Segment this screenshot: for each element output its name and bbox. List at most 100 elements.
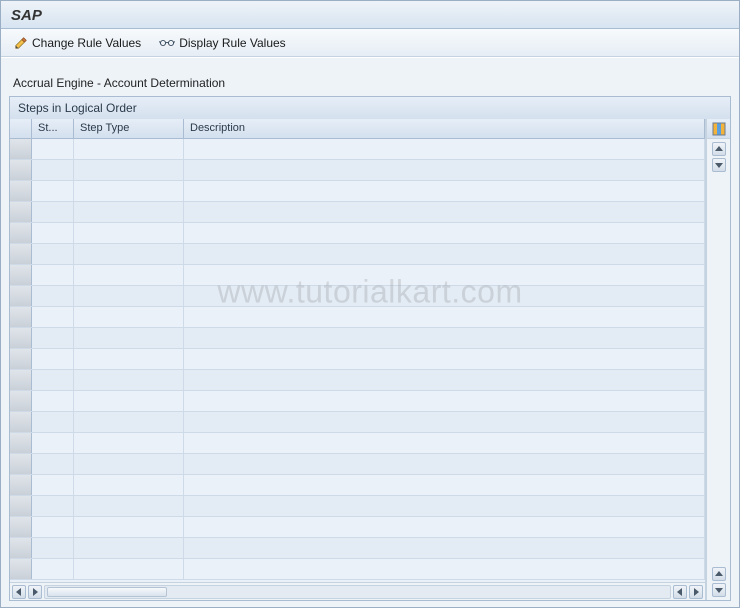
row-selector[interactable] — [10, 223, 32, 243]
cell-step[interactable] — [32, 412, 74, 432]
table-row[interactable] — [10, 349, 705, 370]
row-selector[interactable] — [10, 244, 32, 264]
cell-description[interactable] — [184, 433, 705, 453]
cell-step[interactable] — [32, 538, 74, 558]
row-selector[interactable] — [10, 454, 32, 474]
cell-step-type[interactable] — [74, 391, 184, 411]
cell-step[interactable] — [32, 349, 74, 369]
cell-description[interactable] — [184, 517, 705, 537]
cell-step[interactable] — [32, 202, 74, 222]
cell-step-type[interactable] — [74, 349, 184, 369]
cell-step-type[interactable] — [74, 496, 184, 516]
hscroll-right-button-2[interactable] — [689, 585, 703, 599]
cell-step-type[interactable] — [74, 244, 184, 264]
cell-step[interactable] — [32, 517, 74, 537]
cell-description[interactable] — [184, 454, 705, 474]
vscroll-up-button[interactable] — [712, 142, 726, 156]
table-row[interactable] — [10, 517, 705, 538]
cell-description[interactable] — [184, 475, 705, 495]
row-selector[interactable] — [10, 349, 32, 369]
cell-description[interactable] — [184, 286, 705, 306]
display-rule-values-button[interactable]: Display Rule Values — [152, 33, 293, 53]
cell-step[interactable] — [32, 286, 74, 306]
cell-step-type[interactable] — [74, 412, 184, 432]
cell-step-type[interactable] — [74, 202, 184, 222]
vscroll-down-button-2[interactable] — [712, 583, 726, 597]
cell-description[interactable] — [184, 181, 705, 201]
cell-description[interactable] — [184, 370, 705, 390]
vscroll-down-button[interactable] — [712, 158, 726, 172]
col-header-step[interactable]: St... — [32, 119, 74, 138]
cell-step[interactable] — [32, 160, 74, 180]
row-selector[interactable] — [10, 139, 32, 159]
table-row[interactable] — [10, 181, 705, 202]
cell-description[interactable] — [184, 307, 705, 327]
row-selector[interactable] — [10, 517, 32, 537]
change-rule-values-button[interactable]: Change Rule Values — [7, 33, 148, 53]
row-selector[interactable] — [10, 328, 32, 348]
col-header-step-type[interactable]: Step Type — [74, 119, 184, 138]
cell-description[interactable] — [184, 496, 705, 516]
table-row[interactable] — [10, 433, 705, 454]
cell-step[interactable] — [32, 370, 74, 390]
row-selector[interactable] — [10, 370, 32, 390]
hscroll-left-button[interactable] — [12, 585, 26, 599]
table-row[interactable] — [10, 286, 705, 307]
cell-step-type[interactable] — [74, 475, 184, 495]
table-row[interactable] — [10, 244, 705, 265]
table-row[interactable] — [10, 496, 705, 517]
cell-step[interactable] — [32, 223, 74, 243]
cell-step[interactable] — [32, 496, 74, 516]
table-row[interactable] — [10, 538, 705, 559]
row-selector[interactable] — [10, 559, 32, 579]
cell-step[interactable] — [32, 328, 74, 348]
table-row[interactable] — [10, 328, 705, 349]
configure-columns-button[interactable] — [707, 119, 730, 139]
cell-description[interactable] — [184, 412, 705, 432]
cell-step-type[interactable] — [74, 454, 184, 474]
cell-step[interactable] — [32, 307, 74, 327]
col-header-description[interactable]: Description — [184, 119, 705, 138]
cell-step-type[interactable] — [74, 160, 184, 180]
cell-step-type[interactable] — [74, 370, 184, 390]
cell-description[interactable] — [184, 160, 705, 180]
cell-step-type[interactable] — [74, 328, 184, 348]
cell-step[interactable] — [32, 139, 74, 159]
hscroll-thumb[interactable] — [47, 587, 167, 597]
cell-step-type[interactable] — [74, 307, 184, 327]
row-selector[interactable] — [10, 538, 32, 558]
cell-description[interactable] — [184, 391, 705, 411]
cell-description[interactable] — [184, 538, 705, 558]
cell-step[interactable] — [32, 181, 74, 201]
table-row[interactable] — [10, 559, 705, 580]
table-row[interactable] — [10, 370, 705, 391]
table-row[interactable] — [10, 391, 705, 412]
col-header-selector[interactable] — [10, 119, 32, 138]
table-row[interactable] — [10, 475, 705, 496]
cell-step[interactable] — [32, 391, 74, 411]
cell-step-type[interactable] — [74, 517, 184, 537]
cell-step-type[interactable] — [74, 559, 184, 579]
cell-description[interactable] — [184, 349, 705, 369]
row-selector[interactable] — [10, 307, 32, 327]
cell-step[interactable] — [32, 559, 74, 579]
row-selector[interactable] — [10, 496, 32, 516]
hscroll-track[interactable] — [44, 585, 671, 599]
row-selector[interactable] — [10, 181, 32, 201]
cell-step-type[interactable] — [74, 139, 184, 159]
cell-step[interactable] — [32, 265, 74, 285]
cell-step-type[interactable] — [74, 265, 184, 285]
table-row[interactable] — [10, 307, 705, 328]
cell-description[interactable] — [184, 559, 705, 579]
row-selector[interactable] — [10, 286, 32, 306]
cell-description[interactable] — [184, 139, 705, 159]
table-row[interactable] — [10, 160, 705, 181]
row-selector[interactable] — [10, 412, 32, 432]
table-row[interactable] — [10, 412, 705, 433]
table-row[interactable] — [10, 223, 705, 244]
table-row[interactable] — [10, 265, 705, 286]
table-row[interactable] — [10, 202, 705, 223]
cell-step[interactable] — [32, 433, 74, 453]
table-row[interactable] — [10, 139, 705, 160]
cell-description[interactable] — [184, 265, 705, 285]
